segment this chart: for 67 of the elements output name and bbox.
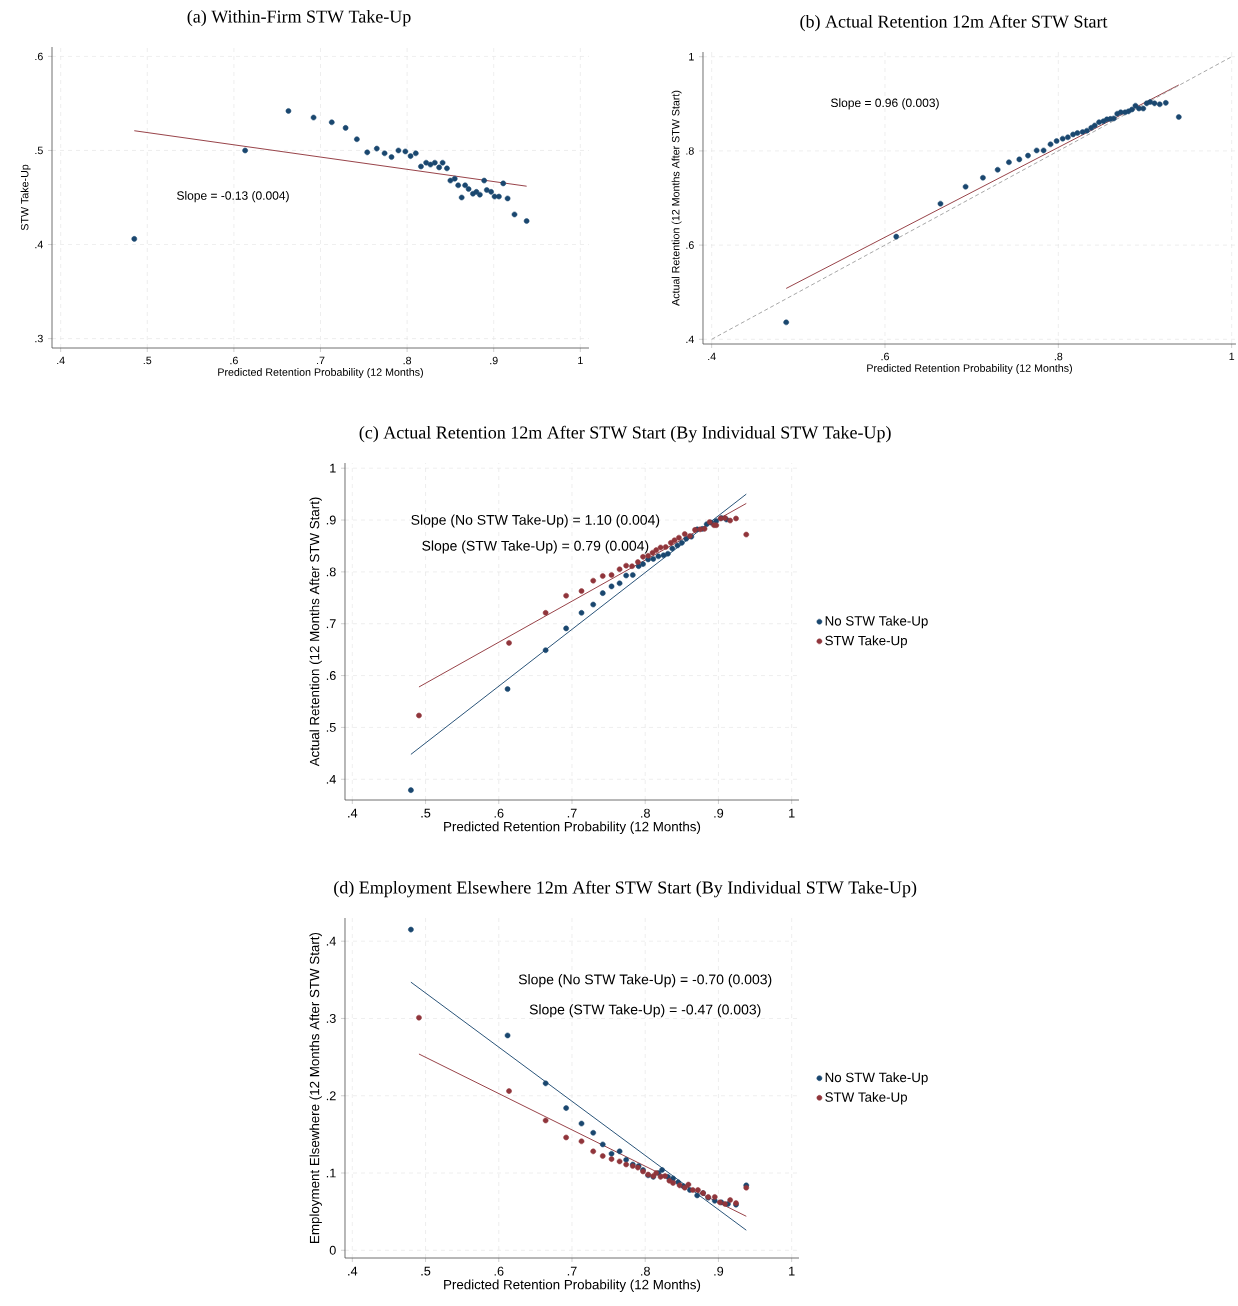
y-tick-label: .3 xyxy=(326,1013,336,1023)
x-tick-label: .8 xyxy=(403,356,412,365)
annotation: Slope = -0.13 (0.004) xyxy=(177,190,289,203)
chart-title: (b) Actual Retention 12m After STW Start xyxy=(800,14,1108,32)
x-tick-label: .9 xyxy=(490,356,498,365)
y-tick-label: 0 xyxy=(329,1245,336,1255)
y-tick-label: .6 xyxy=(326,671,336,681)
legend-label: STW Take-Up xyxy=(825,1092,908,1105)
y-tick-label: .6 xyxy=(686,241,694,249)
x-tick-label: .7 xyxy=(317,356,325,365)
x-tick-label: .9 xyxy=(714,1266,724,1276)
x-tick-label: .4 xyxy=(708,352,716,361)
x-axis-title: Predicted Retention Probability (12 Months) xyxy=(444,821,701,834)
x-tick-label: .8 xyxy=(641,1266,650,1276)
x-tick-label: .7 xyxy=(567,808,577,818)
y-tick-label: 1 xyxy=(330,463,336,473)
y-tick-label: .8 xyxy=(686,147,694,155)
x-tick-label: .5 xyxy=(143,356,152,365)
y-tick-label: .5 xyxy=(326,722,336,732)
annotation: Slope (STW Take-Up) = 0.79 (0.004) xyxy=(422,540,649,554)
y-tick-label: .7 xyxy=(326,619,336,629)
y-tick-label: .5 xyxy=(35,146,43,155)
x-tick-label: .4 xyxy=(348,808,358,818)
x-tick-label: .6 xyxy=(230,356,238,365)
annotation: Slope = 0.96 (0.003) xyxy=(831,98,939,110)
x-tick-label: .4 xyxy=(348,1266,358,1276)
x-tick-label: .8 xyxy=(1054,352,1063,361)
x-axis-title: Predicted Retention Probability (12 Months) xyxy=(444,1279,701,1292)
x-tick-label: 1 xyxy=(789,1266,795,1276)
chart-title: (c) Actual Retention 12m After STW Start (By Individual STW Take-Up) xyxy=(359,425,891,443)
x-tick-label: .6 xyxy=(494,1266,504,1276)
y-tick-label: .8 xyxy=(326,567,336,577)
legend-label: No STW Take-Up xyxy=(825,615,928,629)
x-tick-label: .5 xyxy=(421,808,431,818)
legend-label: No STW Take-Up xyxy=(825,1072,928,1085)
annotation: Slope (No STW Take-Up) = 1.10 (0.004) xyxy=(411,514,660,528)
annotation: Slope (STW Take-Up) = -0.47 (0.003) xyxy=(529,1004,761,1018)
x-tick-label: 1 xyxy=(578,356,583,365)
x-tick-label: .6 xyxy=(494,808,504,818)
chart-title: (a) Within-Firm STW Take-Up xyxy=(187,9,411,27)
y-tick-label: .4 xyxy=(326,774,336,784)
y-tick-label: .4 xyxy=(35,240,43,249)
x-axis-title: Predicted Retention Probability (12 Months) xyxy=(218,368,423,379)
y-axis-title: Actual Retention (12 Months After STW Start) xyxy=(671,90,682,306)
x-tick-label: .9 xyxy=(714,808,724,818)
y-tick-label: 1 xyxy=(689,53,694,61)
y-tick-label: .6 xyxy=(35,52,43,61)
y-axis-title: STW Take-Up xyxy=(20,164,31,231)
y-tick-label: .4 xyxy=(326,936,336,946)
y-tick-label: .1 xyxy=(326,1168,336,1178)
x-tick-label: .4 xyxy=(57,356,65,365)
y-tick-label: .3 xyxy=(35,334,43,343)
y-axis-title: Actual Retention (12 Months After STW Start) xyxy=(309,497,322,767)
x-tick-label: .5 xyxy=(421,1266,431,1276)
x-axis-title: Predicted Retention Probability (12 Months) xyxy=(867,364,1072,375)
y-tick-label: .9 xyxy=(326,515,336,525)
x-tick-label: .7 xyxy=(567,1266,577,1276)
annotation: Slope (No STW Take-Up) = -0.70 (0.003) xyxy=(518,974,772,988)
x-tick-label: 1 xyxy=(1229,352,1235,361)
x-tick-label: .8 xyxy=(641,808,650,818)
y-tick-label: .4 xyxy=(686,335,694,343)
y-tick-label: .2 xyxy=(326,1091,336,1101)
chart-title: (d) Employment Elsewhere 12m After STW Start (By Individual STW Take-Up) xyxy=(334,880,917,898)
y-axis-title: Employment Elsewhere (12 Months After STW Start) xyxy=(309,932,322,1243)
x-tick-label: .6 xyxy=(881,352,889,361)
x-tick-label: 1 xyxy=(789,808,795,818)
legend-label: STW Take-Up xyxy=(825,635,908,648)
